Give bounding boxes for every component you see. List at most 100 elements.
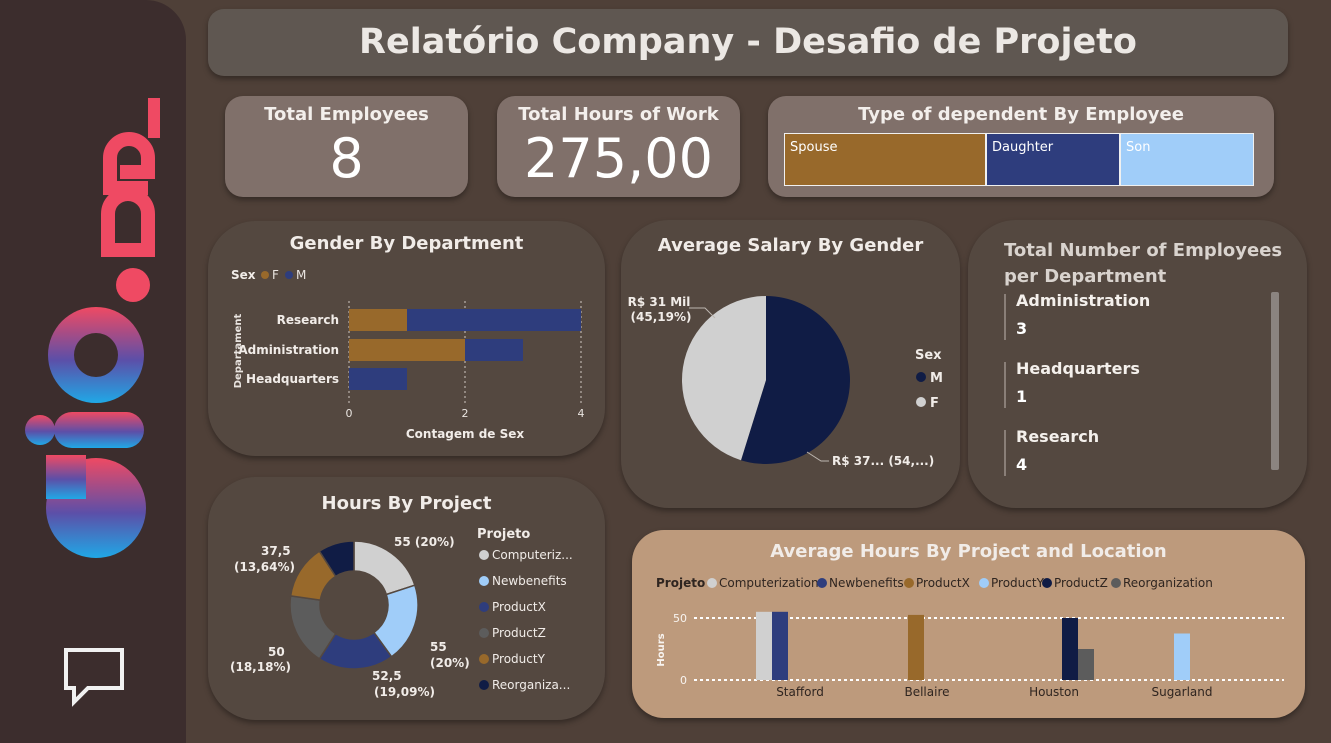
dio-logo [25, 98, 160, 558]
avg-legend-label: Computerization [719, 576, 819, 590]
avg-bar-bellaire-productx[interactable] [908, 614, 924, 680]
total-hours-value: 275,00 [524, 127, 713, 190]
page-title: Relatório Company - Desafio de Projeto [359, 22, 1137, 62]
hours-project-title: Hours By Project [321, 493, 492, 514]
bar-research-f[interactable] [349, 309, 407, 331]
avg-bar-houston-reorganization[interactable] [1078, 649, 1094, 680]
donut-label-productx-value: 52,5 [372, 669, 402, 683]
treemap-son[interactable]: Son [1120, 133, 1254, 186]
donut-legend-marker [479, 654, 489, 664]
dept-count-scrollbar[interactable] [1271, 292, 1279, 470]
dept-card-administration[interactable]: Administration 3 [1004, 290, 1150, 340]
dept-label: Administration [1016, 291, 1151, 310]
dependents-card[interactable]: Type of dependent By Employee Spouse Dau… [768, 96, 1274, 197]
donut-label-producty-pct: (13,64%) [234, 560, 295, 574]
salary-label-f-value: R$ 31 Mil [628, 295, 691, 309]
hours-by-project-panel[interactable]: Hours By Project 55 (20%) 55 (20%) 52,5 … [208, 477, 605, 720]
avg-hours-chart: Projeto Computerization Newbenefits Produc… [656, 576, 1284, 699]
dept-count-list: Administration 3 Headquarters 1 Research… [1004, 290, 1150, 494]
avg-hours-legend-title: Projeto [656, 576, 705, 590]
treemap-daughter[interactable]: Daughter [986, 133, 1120, 186]
legend-f-label: F [272, 268, 279, 282]
avg-ytick-50: 50 [673, 612, 687, 625]
category-research: Research [277, 313, 339, 327]
tick-0: 0 [346, 407, 353, 420]
avg-legend-marker [1111, 578, 1121, 588]
avg-legend-marker [904, 578, 914, 588]
avg-legend-label: Reorganization [1123, 576, 1213, 590]
hours-project-chart: 55 (20%) 55 (20%) 52,5 (19,09%) 50 (18,1… [230, 527, 573, 699]
bar-headquarters-m[interactable] [349, 368, 407, 390]
avg-hours-ylabel: Hours [656, 633, 667, 666]
total-employees-value: 8 [329, 127, 364, 190]
gender-dept-chart: Sex F M Departament Research Administrat… [231, 268, 585, 441]
total-employees-card[interactable]: Total Employees 8 [225, 96, 468, 197]
dept-accent-bar [1004, 294, 1006, 340]
avg-bar-stafford-newbenefits[interactable] [772, 611, 788, 680]
donut-label-productx-pct: (19,09%) [374, 685, 435, 699]
pie-slice-f[interactable] [682, 296, 766, 461]
donut-legend-marker [479, 680, 489, 690]
donut-slice-reorganization[interactable] [318, 540, 355, 578]
location-houston: Houston [1029, 685, 1079, 699]
dept-count-panel[interactable]: Total Number of Employees per Department… [968, 220, 1307, 508]
salary-legend-f-marker [916, 397, 926, 407]
bar-administration-m[interactable] [465, 339, 523, 361]
dept-count-title-line1: Total Number of Employees [1004, 240, 1283, 261]
comment-icon[interactable] [62, 646, 128, 708]
avg-hours-panel[interactable]: Average Hours By Project and Location Pr… [632, 530, 1305, 718]
gender-dept-xlabel: Contagem de Sex [406, 427, 525, 441]
donut-label-productz-value: 50 [268, 645, 285, 659]
donut-slice-computerization[interactable] [353, 540, 416, 596]
dept-card-research[interactable]: Research 4 [1004, 426, 1150, 476]
avg-bar-stafford-computerization[interactable] [756, 611, 772, 680]
avg-legend-marker [707, 578, 717, 588]
hours-project-legend-title: Projeto [477, 527, 530, 542]
donut-legend-marker [479, 602, 489, 612]
dept-label: Headquarters [1016, 359, 1140, 378]
donut-legend-label: ProductX [492, 600, 546, 614]
legend-m-label: M [296, 268, 306, 282]
dept-accent-bar [1004, 430, 1006, 476]
location-stafford: Stafford [776, 685, 824, 699]
location-bellaire: Bellaire [904, 685, 949, 699]
avg-bar-sugarland-producty[interactable] [1174, 633, 1190, 681]
bar-administration-f[interactable] [349, 339, 465, 361]
donut-legend-marker [479, 576, 489, 586]
salary-legend-f: F [930, 396, 939, 411]
donut-label-newbenefits-value: 55 [430, 640, 447, 654]
donut-legend-label: Reorganiza... [492, 678, 570, 692]
dept-card-headquarters[interactable]: Headquarters 1 [1004, 358, 1150, 408]
salary-m-leader [806, 451, 829, 462]
donut-label-productz-pct: (18,18%) [230, 660, 291, 674]
donut-legend-marker [479, 550, 489, 560]
avg-bar-houston-productz[interactable] [1062, 618, 1078, 680]
avg-legend-marker [817, 578, 827, 588]
donut-legend-label: Newbenefits [492, 574, 567, 588]
donut-legend-label: Computeriz... [492, 548, 573, 562]
avg-hours-title: Average Hours By Project and Location [770, 541, 1167, 562]
bar-research-m[interactable] [407, 309, 581, 331]
category-administration: Administration [238, 343, 339, 357]
salary-label-f-pct: (45,19%) [631, 310, 692, 324]
salary-legend-m: M [930, 371, 943, 386]
dept-count-title: Total Number of Employees per Department [1004, 238, 1282, 290]
gender-by-department-panel[interactable]: Gender By Department Sex F M Departament… [208, 221, 605, 456]
salary-legend-title: Sex [915, 348, 942, 363]
dependents-title: Type of dependent By Employee [858, 104, 1184, 125]
donut-label-newbenefits-pct: (20%) [430, 656, 470, 670]
total-hours-card[interactable]: Total Hours of Work 275,00 [497, 96, 740, 197]
avg-salary-panel[interactable]: Average Salary By Gender R$ 31 Mil (45,1… [621, 220, 960, 508]
legend-m-marker [285, 271, 293, 279]
treemap-spouse[interactable]: Spouse [784, 133, 986, 186]
avg-legend-label: Newbenefits [829, 576, 904, 590]
pie-slice-m[interactable] [740, 296, 850, 464]
donut-label-producty-value: 37,5 [261, 544, 291, 558]
avg-legend-label: ProductX [916, 576, 970, 590]
salary-f-leader [689, 307, 716, 319]
report-title-bar: Relatório Company - Desafio de Projeto [208, 9, 1288, 76]
tick-2: 2 [462, 407, 469, 420]
salary-label-m: R$ 37... (54,...) [832, 454, 934, 468]
avg-legend-label: ProductZ [1054, 576, 1108, 590]
dept-count-title-line2: per Department [1004, 266, 1167, 287]
